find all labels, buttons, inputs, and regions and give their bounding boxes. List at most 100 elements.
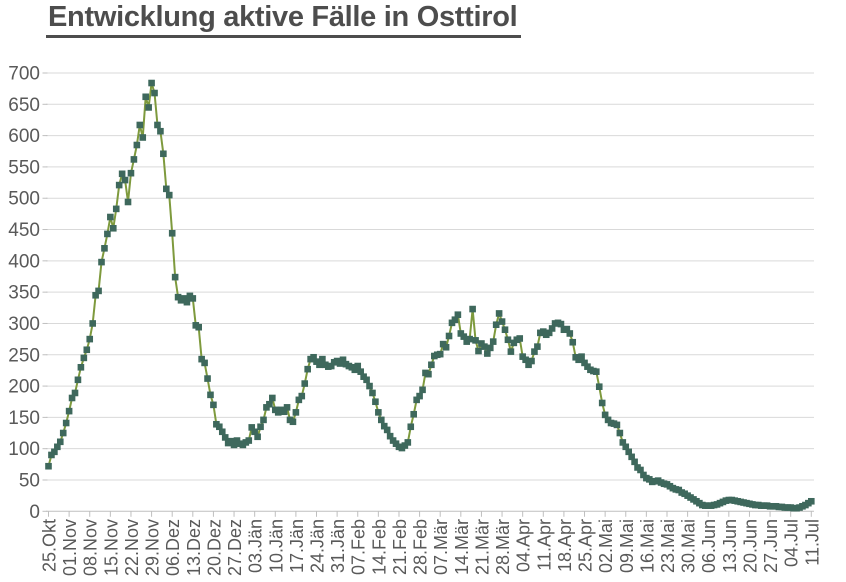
- data-point-marker: [808, 497, 815, 505]
- data-point-marker: [260, 416, 267, 424]
- data-point-marker: [528, 357, 535, 365]
- data-point-marker: [419, 386, 426, 394]
- data-point-marker: [145, 104, 152, 111]
- data-point-marker: [289, 418, 297, 426]
- y-tick-label: 550: [8, 157, 40, 178]
- data-point-marker: [298, 392, 306, 400]
- data-point-marker: [601, 411, 609, 419]
- data-point-marker: [578, 353, 585, 360]
- x-tick-label: 21.Mär: [472, 519, 492, 575]
- data-point-marker: [531, 348, 538, 355]
- data-point-marker: [248, 424, 256, 431]
- y-tick-label: 700: [8, 64, 40, 85]
- data-point-marker: [95, 287, 102, 295]
- data-point-marker: [428, 361, 435, 369]
- data-point-marker: [183, 298, 191, 306]
- data-point-marker: [383, 426, 391, 434]
- data-point-marker: [534, 343, 541, 350]
- x-tick-label: 04.Jul: [782, 519, 802, 567]
- data-point-marker: [404, 439, 412, 446]
- data-point-marker: [628, 453, 635, 461]
- x-axis: 25.Okt 01.Nov 08.Nov 15.Nov 22.Nov 29.Nov 06.D…: [40, 510, 822, 576]
- data-point-marker: [466, 335, 473, 343]
- data-point-marker: [45, 462, 52, 470]
- data-point-marker: [210, 401, 217, 409]
- data-point-marker: [204, 375, 211, 382]
- data-point-marker: [507, 348, 515, 355]
- data-point-marker: [436, 350, 444, 358]
- chart-title: Entwicklung aktive Fälle in Osttirol: [46, 1, 522, 38]
- data-point-marker: [54, 443, 61, 451]
- x-tick-label: 31.Jän: [328, 519, 348, 573]
- x-tick-label: 25.Apr: [576, 519, 596, 572]
- data-point-marker: [475, 347, 482, 355]
- x-tick-label: 23.Mai: [658, 519, 678, 573]
- data-point-marker: [366, 382, 373, 390]
- data-point-marker: [460, 333, 468, 340]
- data-point-marker: [127, 169, 135, 177]
- x-tick-label: 27.Dez: [225, 519, 245, 576]
- x-tick-label: 28.Feb: [411, 519, 431, 575]
- x-tick-label: 28.Mär: [493, 519, 513, 575]
- data-point-marker: [121, 176, 129, 184]
- x-tick-label: 11.Apr: [534, 519, 554, 571]
- data-point-marker: [207, 391, 214, 399]
- data-point-marker: [631, 458, 638, 466]
- data-point-marker: [124, 198, 132, 206]
- data-point-marker: [130, 156, 138, 163]
- data-point-marker: [245, 437, 253, 444]
- data-point-marker: [142, 93, 149, 101]
- x-tick-label: 03.Jän: [246, 519, 266, 573]
- data-point-marker: [171, 273, 179, 281]
- data-point-marker: [625, 448, 632, 456]
- data-point-marker: [230, 441, 238, 449]
- data-point-marker: [115, 181, 123, 189]
- x-tick-label: 20.Jun: [740, 519, 760, 573]
- y-tick-label: 50: [19, 470, 40, 491]
- y-tick-label: 500: [8, 189, 40, 210]
- x-tick-label: 27.Jun: [761, 519, 781, 573]
- x-tick-label: 13.Jun: [720, 519, 740, 573]
- data-point-marker: [336, 360, 344, 367]
- data-point-marker: [112, 205, 120, 213]
- x-tick-label: 06.Dez: [163, 519, 183, 576]
- x-tick-label: 02.Mai: [596, 519, 616, 573]
- data-point-marker: [310, 353, 317, 361]
- data-point-marker: [195, 323, 202, 331]
- data-point-marker: [92, 291, 99, 299]
- data-point-marker: [354, 362, 362, 370]
- data-point-marker: [218, 428, 226, 436]
- data-point-marker: [251, 428, 258, 436]
- data-point-marker: [139, 134, 147, 141]
- data-point-marker: [295, 396, 303, 404]
- data-point-marker: [566, 330, 574, 337]
- y-tick-label: 0: [29, 502, 40, 523]
- data-point-marker: [416, 392, 423, 400]
- data-point-marker: [616, 429, 624, 437]
- data-point-marker: [301, 380, 309, 387]
- x-tick-label: 29.Nov: [143, 519, 163, 576]
- data-point-marker: [216, 423, 223, 431]
- y-tick-label: 450: [8, 220, 40, 241]
- data-point-marker: [266, 400, 273, 408]
- data-point-marker: [62, 419, 70, 427]
- x-tick-label: 09.Mai: [617, 519, 637, 573]
- data-point-marker: [148, 79, 155, 87]
- data-point-marker: [189, 295, 197, 302]
- data-point-marker: [454, 311, 462, 318]
- data-point-marker: [637, 466, 644, 474]
- x-tick-label: 10.Jän: [266, 519, 286, 573]
- data-point-marker: [501, 326, 509, 334]
- data-point-marker: [469, 305, 476, 313]
- data-point-marker: [407, 423, 415, 431]
- data-point-marker: [77, 363, 85, 371]
- data-point-marker: [56, 438, 64, 446]
- data-point-marker: [65, 407, 73, 415]
- data-point-marker: [68, 394, 76, 402]
- x-tick-label: 14.Mär: [452, 519, 472, 575]
- y-tick-label: 350: [8, 283, 40, 304]
- data-point-marker: [59, 429, 67, 437]
- data-point-marker: [257, 423, 264, 431]
- data-point-marker: [98, 258, 105, 266]
- data-point-marker: [269, 394, 276, 402]
